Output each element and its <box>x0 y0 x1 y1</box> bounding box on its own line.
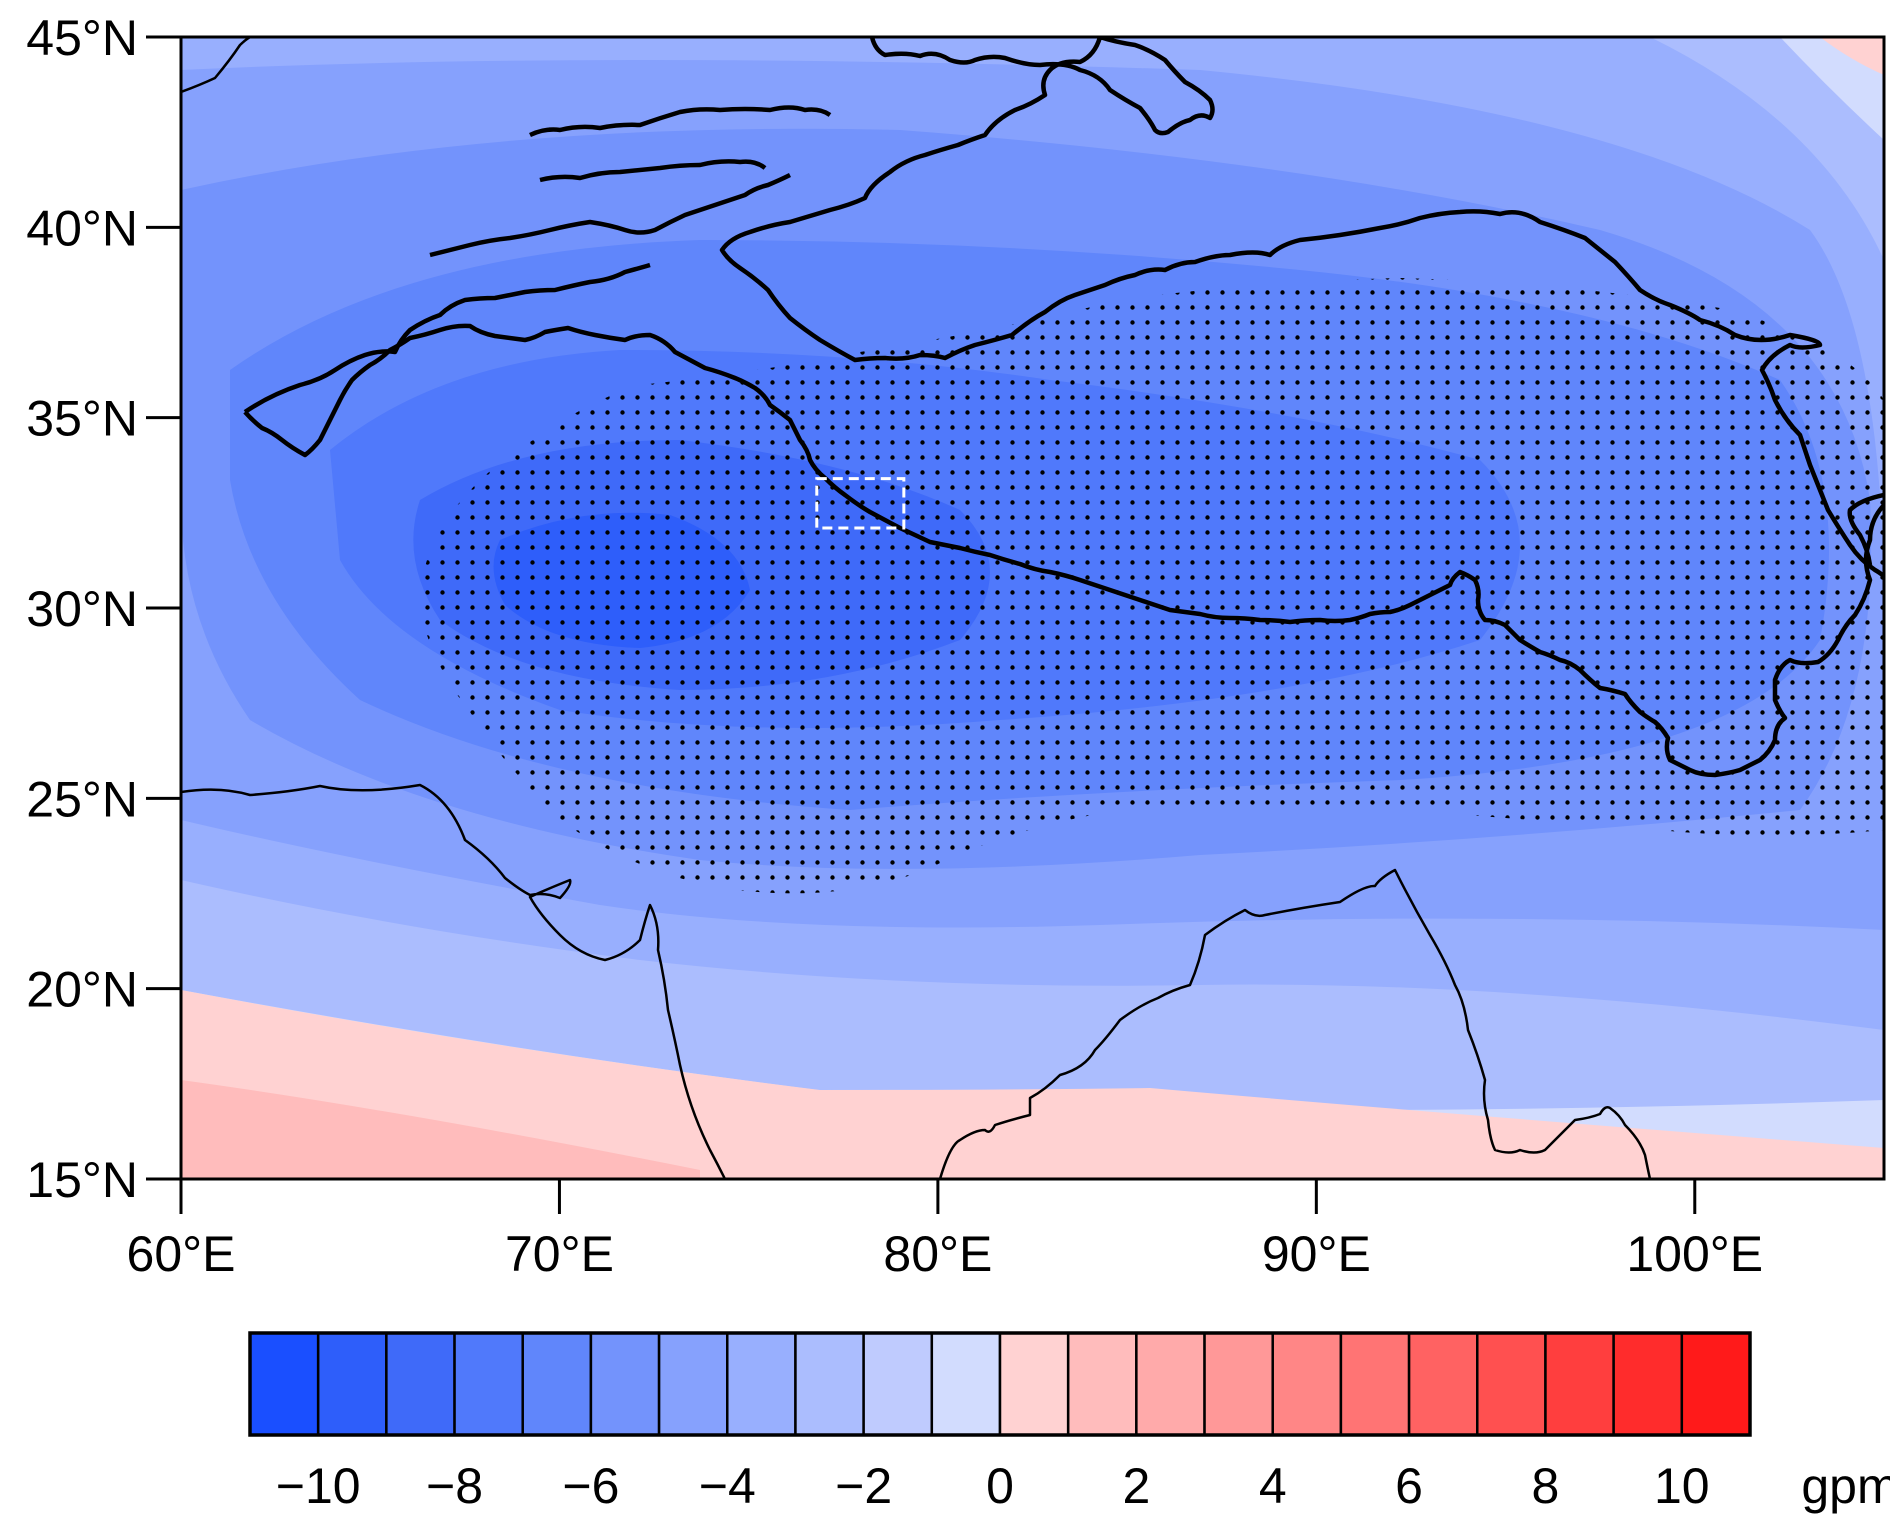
lon-tick-label: 90°E <box>1262 1226 1371 1282</box>
study-region-box <box>815 477 906 530</box>
colorbar-frame <box>248 1331 1752 1437</box>
lon-tick-label: 70°E <box>505 1226 614 1282</box>
colorbar-swatch <box>1407 1331 1479 1437</box>
colorbar-label: −4 <box>699 1458 756 1514</box>
lat-tick-label: 25°N <box>26 771 138 827</box>
plateau-western-ridges <box>243 105 832 414</box>
colorbar-swatch <box>1339 1331 1411 1437</box>
colorbar-label: 10 <box>1654 1458 1710 1514</box>
colorbar-swatch <box>1271 1331 1343 1437</box>
colorbar-swatch <box>794 1331 865 1437</box>
latitude-axis: 15°N 20°N 25°N 30°N 35°N 40°N 45°N <box>26 10 181 1208</box>
colorbar-swatch <box>589 1331 661 1437</box>
colorbar-swatch <box>1203 1331 1274 1437</box>
field-level-minus1-ne <box>1780 37 1884 140</box>
lat-tick-label: 35°N <box>26 391 138 447</box>
lon-tick-label: 100°E <box>1626 1226 1763 1282</box>
colorbar-swatch <box>1135 1331 1206 1437</box>
coast-bay-of-bengal <box>938 868 1652 1179</box>
colorbar-swatch <box>385 1331 456 1437</box>
colorbar-label: −2 <box>835 1458 892 1514</box>
field-level-plus1-ne <box>1820 37 1884 75</box>
colorbar-swatch <box>862 1331 934 1437</box>
coast-india-west <box>181 783 727 1179</box>
lon-tick-label: 80°E <box>883 1226 992 1282</box>
colorbar-label: 0 <box>986 1458 1014 1514</box>
colorbar-swatch <box>1066 1331 1138 1437</box>
colorbar-label: −6 <box>562 1458 619 1514</box>
colorbar-unit: gpm <box>1801 1458 1890 1514</box>
plateau-south-boundary <box>243 323 1884 778</box>
longitude-axis: 60°E 70°E 80°E 90°E 100°E <box>127 1179 1763 1282</box>
lat-tick-label: 15°N <box>26 1152 138 1208</box>
colorbar: −10 −8 −6 −4 −2 0 2 4 6 8 10 gpm <box>248 1331 1890 1514</box>
colorbar-swatch <box>930 1331 1002 1437</box>
colorbar-swatch <box>248 1331 320 1437</box>
colorbar-label: −8 <box>426 1458 483 1514</box>
colorbar-swatch <box>998 1331 1070 1437</box>
lat-tick-label: 40°N <box>26 200 138 256</box>
colorbar-swatch <box>521 1331 593 1437</box>
colorbar-swatch <box>1544 1331 1615 1437</box>
colorbar-swatch <box>657 1331 729 1437</box>
colorbar-swatch <box>453 1331 524 1437</box>
colorbar-label: 4 <box>1259 1458 1287 1514</box>
field-level-plus2 <box>181 1080 700 1179</box>
colorbar-swatch <box>1476 1331 1547 1437</box>
tibetan-plateau-outline <box>243 37 1884 778</box>
lon-tick-label: 60°E <box>127 1226 236 1282</box>
field-level-plus1 <box>181 990 1884 1179</box>
colorbar-label: 6 <box>1395 1458 1423 1514</box>
lat-tick-label: 20°N <box>26 962 138 1018</box>
colorbar-swatch <box>1612 1331 1684 1437</box>
colorbar-label: −10 <box>276 1458 361 1514</box>
lat-tick-label: 45°N <box>26 10 138 66</box>
colorbar-label: 2 <box>1122 1458 1150 1514</box>
coast-caspian-edge <box>181 37 251 94</box>
colorbar-swatch <box>1680 1331 1752 1437</box>
colorbar-label: 8 <box>1532 1458 1560 1514</box>
coastlines <box>181 37 1652 1179</box>
lat-tick-label: 30°N <box>26 581 138 637</box>
colorbar-swatch <box>316 1331 388 1437</box>
colorbar-swatch <box>726 1331 797 1437</box>
